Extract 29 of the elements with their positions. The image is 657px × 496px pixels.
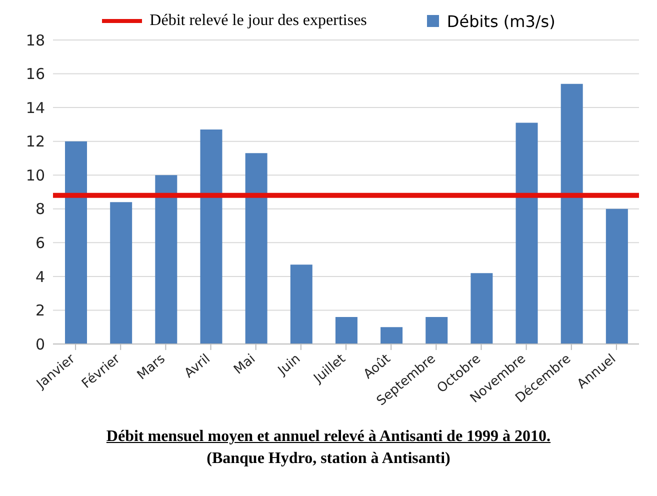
bar	[155, 175, 178, 344]
y-tick-label: 16	[26, 65, 45, 84]
bar	[380, 327, 403, 344]
y-tick-label: 14	[26, 98, 45, 117]
y-tick-label: 12	[26, 132, 45, 151]
y-tick-label: 18	[26, 31, 45, 50]
bar	[470, 273, 493, 344]
bar	[426, 316, 448, 344]
text: (Banque Hydro, station à Antisanti)	[206, 450, 452, 468]
bar	[606, 208, 628, 344]
text: Débit mensuel moyen et annuel relevé à Antisanti de 1999 à 2010.	[105, 428, 552, 446]
bar	[516, 122, 538, 344]
bar	[200, 130, 222, 344]
y-tick-label: 4	[35, 268, 45, 286]
legend-label: Débits (m3/s)	[446, 12, 556, 30]
bar	[65, 141, 87, 344]
y-tick-label: 8	[35, 200, 45, 218]
x-tick-label: Juin	[274, 352, 304, 380]
legend-label: Débit relevé le jour des expertises	[150, 12, 367, 30]
y-tick-label: 10	[26, 166, 45, 184]
x-tick-label: Mai	[231, 352, 258, 378]
y-tick-label: 6	[35, 234, 45, 252]
bar	[290, 264, 312, 344]
bar	[335, 316, 358, 344]
y-tick-label: 0	[35, 335, 45, 354]
y-tick-label: 2	[35, 302, 45, 320]
bar	[110, 202, 132, 344]
bar	[245, 153, 268, 344]
bar	[560, 84, 583, 344]
